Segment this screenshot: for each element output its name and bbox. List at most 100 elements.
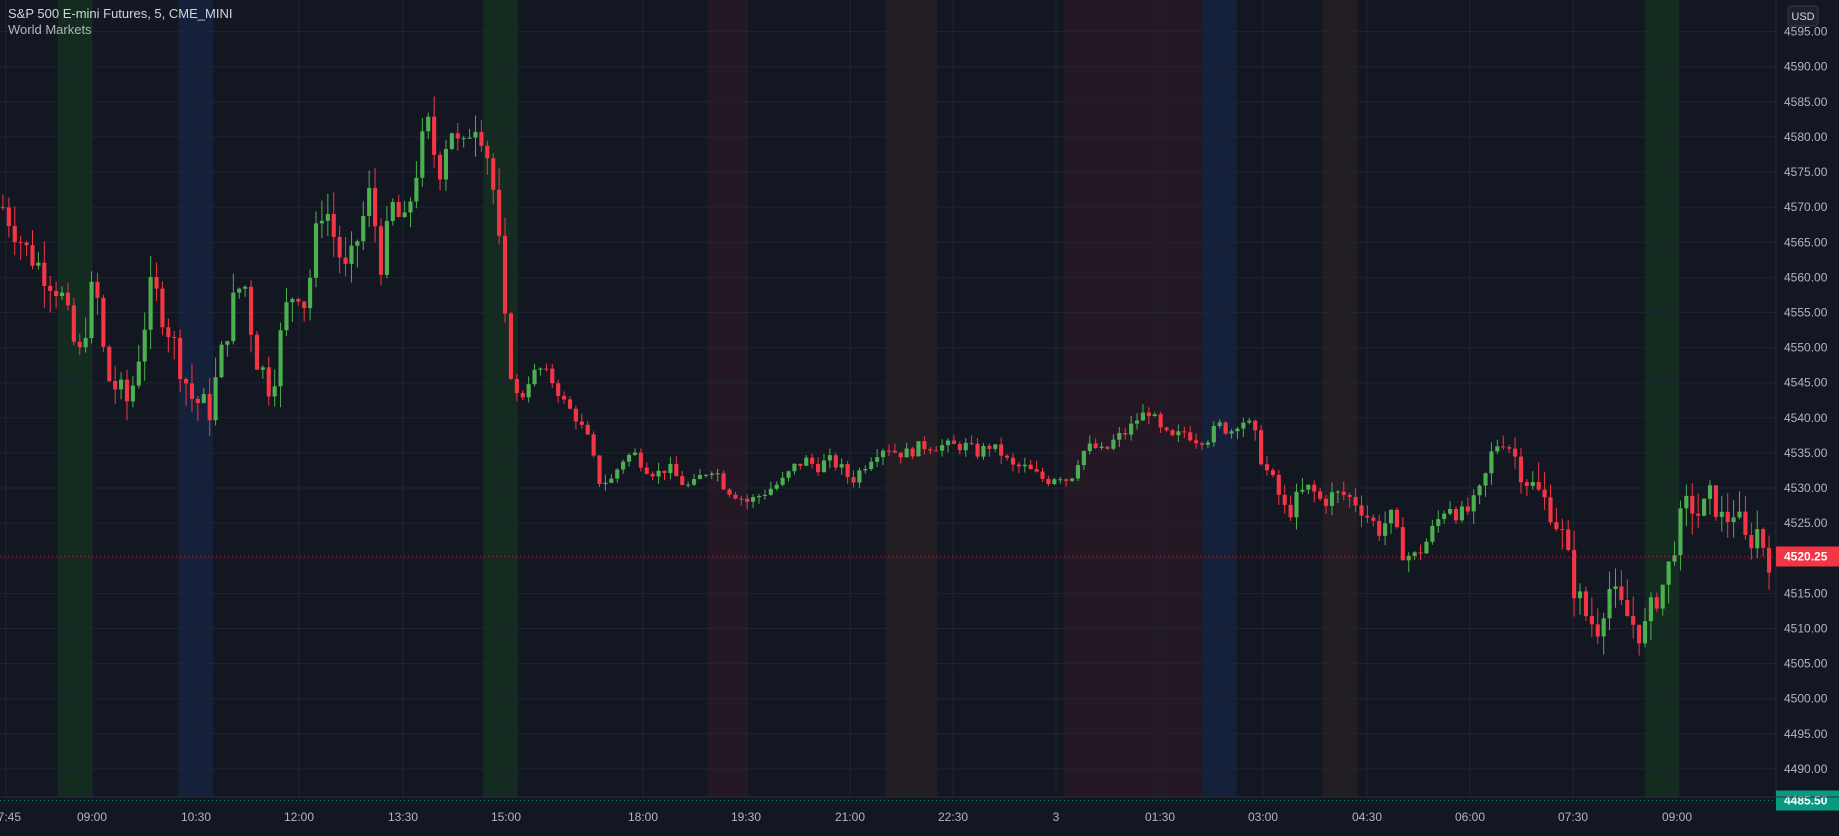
candle-down — [1318, 491, 1323, 499]
candle-down — [999, 444, 1004, 456]
candle-down — [662, 470, 667, 474]
candle-up — [993, 444, 998, 449]
candle-down — [1264, 464, 1270, 471]
candle-down — [479, 131, 484, 146]
candle-down — [739, 498, 744, 500]
currency-button[interactable]: USD — [1787, 5, 1819, 27]
candle-down — [910, 448, 915, 457]
candle-up — [1306, 484, 1311, 490]
candle-down — [1199, 443, 1205, 445]
candle-down — [1418, 552, 1423, 554]
candle-up — [1058, 479, 1063, 481]
price-axis[interactable] — [1776, 0, 1839, 831]
candle-up — [880, 450, 886, 458]
candle-up — [1489, 451, 1494, 474]
candle-down — [556, 383, 561, 396]
candle-up — [1300, 489, 1305, 492]
candle-up — [1052, 479, 1057, 485]
candle-down — [892, 450, 897, 453]
candle-up — [1737, 511, 1742, 518]
session-band-orange — [885, 0, 938, 797]
price-tick-label: 4530.00 — [1784, 481, 1828, 495]
indicator-name[interactable]: World Markets — [8, 22, 92, 37]
candle-down — [1046, 478, 1051, 485]
price-tick-label: 4495.00 — [1784, 727, 1828, 741]
candle-down — [733, 494, 738, 499]
candle-up — [1471, 495, 1476, 512]
time-tick-label: 06:00 — [1455, 810, 1485, 824]
time-axis-labels[interactable]: 07:45 09:00 10:30 12:00 13:30 15:00 18:00 19:30… — [0, 810, 1692, 824]
candle-up — [237, 288, 242, 293]
candle-up — [1442, 513, 1447, 520]
time-tick-label: 01:30 — [1145, 810, 1175, 824]
time-tick-label: 22:30 — [938, 810, 968, 824]
candle-down — [1572, 550, 1577, 599]
candle-down — [934, 450, 939, 452]
candle-up — [768, 488, 773, 495]
candle-up — [603, 482, 608, 485]
candle-down — [1034, 469, 1039, 472]
candle-up — [656, 470, 661, 477]
candle-up — [1424, 541, 1429, 554]
candle-down — [42, 262, 47, 286]
candle-down — [1158, 414, 1163, 428]
candle-up — [1117, 433, 1122, 440]
candle-down — [1548, 497, 1553, 523]
symbol-title[interactable]: S&P 500 E-mini Futures, 5, CME_MINI — [8, 6, 233, 21]
candle-up — [213, 377, 218, 421]
candle-up — [1684, 495, 1689, 509]
candle-up — [945, 440, 951, 446]
candle-up — [136, 361, 141, 386]
candle-down — [567, 399, 573, 409]
candle-up — [1235, 428, 1240, 432]
candle-up — [1666, 561, 1671, 585]
candle-down — [1164, 427, 1169, 431]
time-tick-label: 18:00 — [628, 810, 658, 824]
candle-up — [751, 497, 756, 502]
candle-down — [378, 226, 384, 275]
candle-up — [1430, 525, 1435, 542]
candle-down — [1560, 529, 1565, 531]
candle-up — [278, 330, 283, 387]
time-tick-label: 07:30 — [1558, 810, 1588, 824]
candle-up — [1087, 443, 1092, 452]
candle-down — [12, 226, 17, 243]
price-tick-label: 4510.00 — [1784, 621, 1828, 635]
candle-up — [786, 471, 791, 478]
candle-down — [579, 421, 584, 425]
price-tick-label: 4490.00 — [1784, 762, 1828, 776]
candle-down — [1253, 420, 1258, 431]
candle-down — [508, 313, 513, 379]
candle-up — [1294, 491, 1299, 518]
candle-down — [296, 298, 301, 302]
candle-down — [1146, 412, 1151, 417]
candle-up — [1707, 485, 1713, 499]
candle-up — [461, 138, 466, 140]
candle-up — [1672, 555, 1677, 562]
candle-down — [1619, 586, 1624, 601]
candle-down — [1347, 494, 1352, 497]
candle-down — [1766, 547, 1772, 573]
candle-down — [1028, 464, 1033, 470]
candle-up — [827, 455, 832, 461]
candle-up — [1483, 473, 1488, 486]
candle-down — [987, 445, 992, 449]
candle-down — [1589, 616, 1594, 625]
candle-down — [898, 452, 903, 458]
time-tick-label: 09:00 — [77, 810, 107, 824]
candle-up — [390, 201, 395, 222]
candle-down — [48, 285, 53, 291]
candle-up — [1069, 478, 1075, 481]
candle-up — [449, 133, 454, 149]
candle-up — [1702, 498, 1707, 516]
candle-down — [166, 327, 171, 338]
candle-down — [650, 473, 655, 477]
time-tick-label: 04:30 — [1352, 810, 1382, 824]
currency-label: USD — [1791, 11, 1814, 23]
candle-up — [780, 477, 785, 485]
candle-down — [1288, 504, 1293, 518]
candle-down — [302, 301, 307, 309]
candle-down — [1064, 479, 1069, 481]
